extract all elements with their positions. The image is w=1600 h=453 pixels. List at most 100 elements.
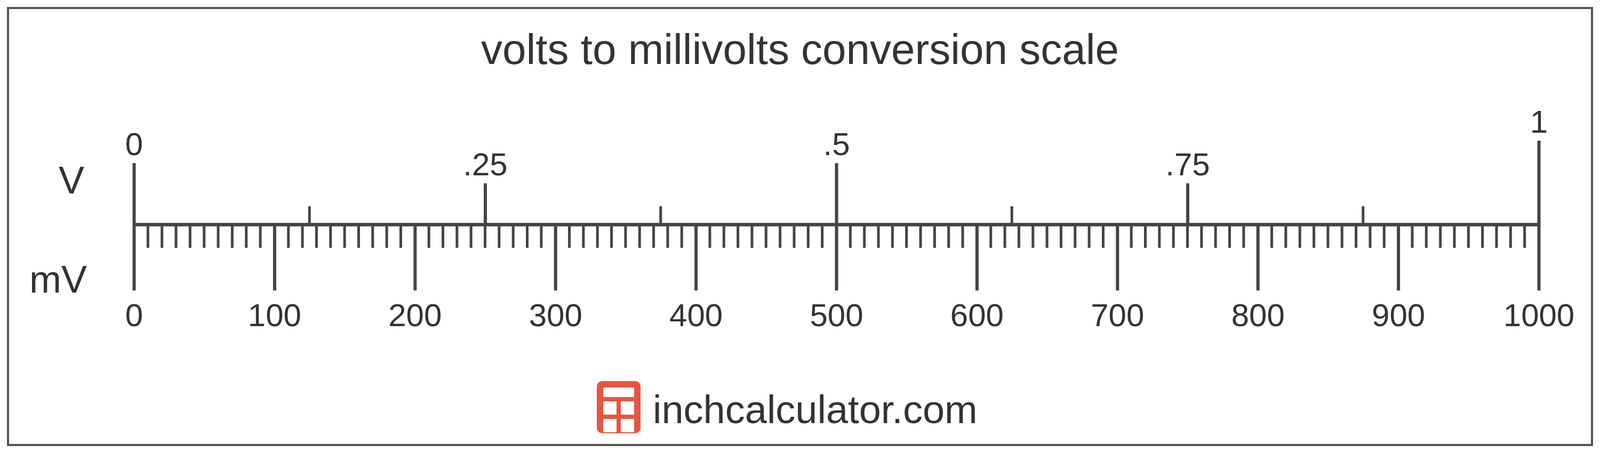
- minor-tick: [1045, 224, 1049, 248]
- tick-label: 200: [388, 297, 442, 334]
- minor-tick: [933, 224, 936, 248]
- minor-tick: [286, 224, 290, 248]
- tick: 600: [950, 224, 1004, 334]
- minor-tick: [525, 224, 529, 248]
- logo-key: [603, 401, 617, 415]
- tick: 800: [1231, 224, 1285, 334]
- chart-container: volts to millivolts conversion scaleV0.2…: [0, 0, 1600, 453]
- minor-tick: [174, 224, 178, 248]
- minor-tick: [1523, 224, 1526, 248]
- tick-label: 400: [669, 297, 723, 334]
- tick-mark: [413, 224, 417, 291]
- tick-label: 0: [125, 297, 143, 334]
- minor-tick: [1200, 224, 1203, 248]
- tick-mark: [1256, 224, 1260, 291]
- minor-tick: [806, 224, 810, 248]
- minor-tick: [862, 224, 866, 248]
- minor-tick: [1270, 224, 1274, 248]
- minor-tick: [778, 224, 782, 248]
- logo-screen: [603, 387, 635, 398]
- minor-tick: [146, 224, 150, 248]
- tick-mark: [273, 224, 277, 291]
- tick-label: 300: [529, 297, 583, 334]
- minor-tick: [1228, 224, 1231, 248]
- tick-label: .75: [1165, 146, 1210, 183]
- logo-key: [603, 419, 617, 433]
- minor-tick: [1003, 224, 1007, 248]
- minor-tick: [1494, 224, 1498, 248]
- minor-tick: [736, 224, 740, 248]
- minor-tick: [820, 224, 824, 248]
- minor-tick: [343, 224, 347, 248]
- minor-tick: [581, 224, 585, 248]
- minor-tick: [1144, 224, 1147, 248]
- minor-tick: [624, 224, 627, 248]
- minor-tick: [849, 224, 852, 248]
- minor-tick: [919, 224, 923, 248]
- minor-tick: [539, 224, 543, 248]
- tick-mark: [1537, 224, 1541, 291]
- minor-tick: [1509, 224, 1512, 248]
- minor-tick: [1481, 224, 1484, 248]
- minor-tick: [1438, 224, 1442, 248]
- tick-label: 800: [1231, 297, 1285, 334]
- minor-tick: [441, 224, 445, 248]
- minor-tick: [1354, 224, 1358, 248]
- minor-tick: [708, 224, 711, 248]
- tick-mark: [132, 163, 136, 225]
- minor-tick: [750, 224, 754, 248]
- minor-tick: [308, 206, 311, 225]
- minor-tick: [469, 224, 473, 248]
- axis-top: 0.25.5.751: [125, 104, 1548, 226]
- tick-label: 1000: [1503, 297, 1575, 334]
- tick-mark: [1186, 183, 1190, 225]
- minor-tick: [610, 224, 613, 248]
- minor-tick: [596, 224, 599, 248]
- minor-tick: [357, 224, 360, 248]
- minor-tick: [455, 224, 459, 248]
- minor-tick: [764, 224, 768, 248]
- logo-icon: [596, 381, 641, 434]
- minor-tick: [202, 224, 206, 248]
- minor-tick: [905, 224, 908, 248]
- minor-tick: [315, 224, 318, 248]
- minor-tick: [1452, 224, 1456, 248]
- minor-tick: [1214, 224, 1218, 248]
- tick-mark: [835, 224, 839, 291]
- minor-tick: [497, 224, 501, 248]
- minor-tick: [217, 224, 220, 248]
- tick-label: 900: [1371, 297, 1426, 334]
- axis-label: mV: [29, 258, 87, 301]
- minor-tick: [1382, 224, 1386, 248]
- tick: .5: [822, 126, 850, 225]
- minor-tick: [1130, 224, 1133, 248]
- minor-tick: [1284, 224, 1287, 248]
- tick-mark: [1115, 224, 1119, 291]
- minor-tick: [792, 224, 796, 248]
- minor-tick: [160, 224, 164, 248]
- tick: 100: [248, 224, 302, 334]
- minor-tick: [989, 224, 992, 248]
- minor-tick: [1010, 206, 1014, 225]
- minor-tick: [891, 224, 894, 248]
- minor-tick: [1088, 224, 1091, 248]
- title: volts to millivolts conversion scale: [481, 25, 1119, 74]
- tick-mark: [975, 224, 979, 291]
- tick-label: 700: [1090, 297, 1144, 334]
- minor-tick: [512, 224, 515, 248]
- minor-tick: [568, 224, 571, 248]
- minor-tick: [638, 224, 642, 248]
- tick: 300: [529, 224, 583, 334]
- minor-tick: [329, 224, 332, 248]
- minor-tick: [371, 224, 374, 248]
- minor-tick: [722, 224, 726, 248]
- minor-tick: [1467, 224, 1470, 248]
- logo-key: [620, 401, 635, 415]
- minor-tick: [1410, 224, 1414, 248]
- tick-label: .25: [462, 146, 508, 183]
- minor-tick: [1425, 224, 1428, 248]
- minor-tick: [483, 224, 487, 248]
- minor-tick: [1298, 224, 1302, 248]
- minor-tick: [1031, 224, 1035, 248]
- tick-label: 0: [125, 126, 143, 163]
